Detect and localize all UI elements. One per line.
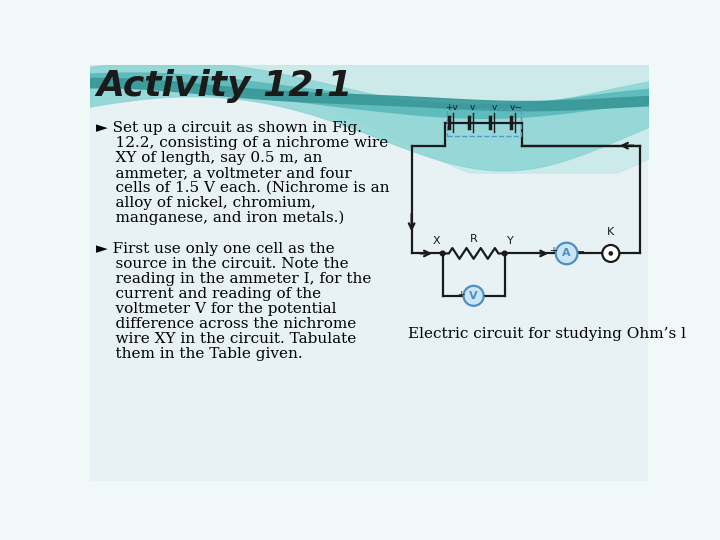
Text: R: R [469, 234, 477, 244]
Text: −: − [577, 247, 585, 257]
Text: A: A [562, 248, 571, 259]
Text: K: K [607, 226, 614, 237]
Text: +v: +v [445, 103, 458, 112]
Text: voltmeter V for the potential: voltmeter V for the potential [96, 302, 337, 316]
Text: ► First use only one cell as the: ► First use only one cell as the [96, 242, 335, 256]
Circle shape [602, 245, 619, 262]
Text: +: + [549, 246, 557, 256]
Text: them in the Table given.: them in the Table given. [96, 347, 303, 361]
Text: difference across the nichrome: difference across the nichrome [96, 317, 356, 331]
Text: ► Set up a circuit as shown in Fig.: ► Set up a circuit as shown in Fig. [96, 121, 362, 135]
Text: V: V [469, 291, 478, 301]
Text: Y: Y [508, 236, 514, 246]
Text: current and reading of the: current and reading of the [96, 287, 321, 301]
Text: cells of 1.5 V each. (Nichrome is an: cells of 1.5 V each. (Nichrome is an [96, 181, 390, 195]
Text: v: v [492, 103, 498, 112]
Text: wire XY in the circuit. Tabulate: wire XY in the circuit. Tabulate [96, 332, 356, 346]
Text: alloy of nickel, chromium,: alloy of nickel, chromium, [96, 196, 316, 210]
Text: manganese, and iron metals.): manganese, and iron metals.) [96, 211, 345, 226]
Circle shape [441, 251, 445, 256]
Text: −: − [482, 290, 490, 299]
Text: Electric circuit for studying Ohm’s l: Electric circuit for studying Ohm’s l [408, 327, 685, 341]
Circle shape [608, 251, 613, 256]
Text: Activity 12.1: Activity 12.1 [96, 69, 353, 103]
Text: 12.2, consisting of a nichrome wire: 12.2, consisting of a nichrome wire [96, 136, 389, 150]
Circle shape [464, 286, 484, 306]
Text: v−: v− [510, 103, 523, 112]
Circle shape [503, 251, 507, 256]
Text: v: v [470, 103, 475, 112]
Text: +: + [457, 290, 465, 299]
Text: X: X [433, 236, 440, 246]
Text: ammeter, a voltmeter and four: ammeter, a voltmeter and four [96, 166, 352, 180]
Text: source in the circuit. Note the: source in the circuit. Note the [96, 257, 348, 271]
Bar [446, 109, 521, 137]
Text: reading in the ammeter I, for the: reading in the ammeter I, for the [96, 272, 372, 286]
Circle shape [556, 242, 577, 264]
Text: XY of length, say 0.5 m, an: XY of length, say 0.5 m, an [96, 151, 323, 165]
